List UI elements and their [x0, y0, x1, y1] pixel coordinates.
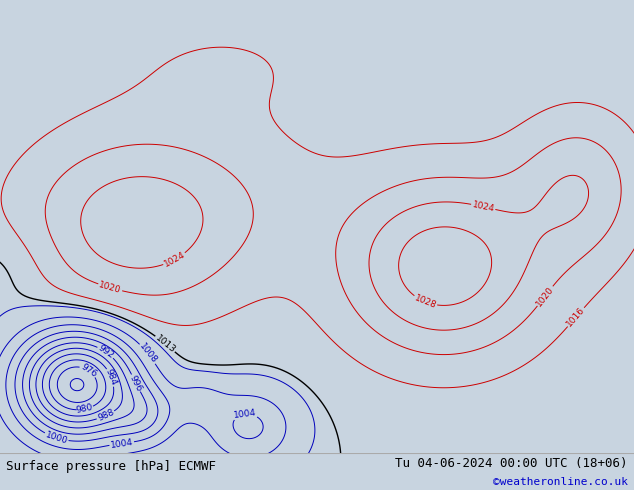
- Text: 1020: 1020: [98, 280, 122, 295]
- Text: 988: 988: [96, 408, 115, 423]
- Text: 1004: 1004: [233, 409, 257, 420]
- Text: 1020: 1020: [534, 284, 556, 308]
- Text: 1024: 1024: [471, 200, 495, 214]
- Text: 976: 976: [79, 362, 98, 379]
- Text: 992: 992: [96, 343, 115, 361]
- Text: ©weatheronline.co.uk: ©weatheronline.co.uk: [493, 477, 628, 487]
- Text: 1013: 1013: [153, 333, 177, 355]
- Text: 980: 980: [75, 403, 93, 416]
- Text: 996: 996: [128, 373, 144, 393]
- Text: 1008: 1008: [137, 342, 158, 366]
- Text: 984: 984: [104, 368, 119, 387]
- Text: Tu 04-06-2024 00:00 UTC (18+06): Tu 04-06-2024 00:00 UTC (18+06): [395, 457, 628, 470]
- Text: 1012: 1012: [149, 458, 174, 474]
- Text: 1004: 1004: [110, 438, 134, 449]
- Text: 1016: 1016: [565, 305, 587, 329]
- Text: Surface pressure [hPa] ECMWF: Surface pressure [hPa] ECMWF: [6, 460, 216, 473]
- Text: 1000: 1000: [44, 430, 68, 445]
- Text: 1024: 1024: [162, 250, 186, 269]
- Text: 1028: 1028: [413, 294, 437, 310]
